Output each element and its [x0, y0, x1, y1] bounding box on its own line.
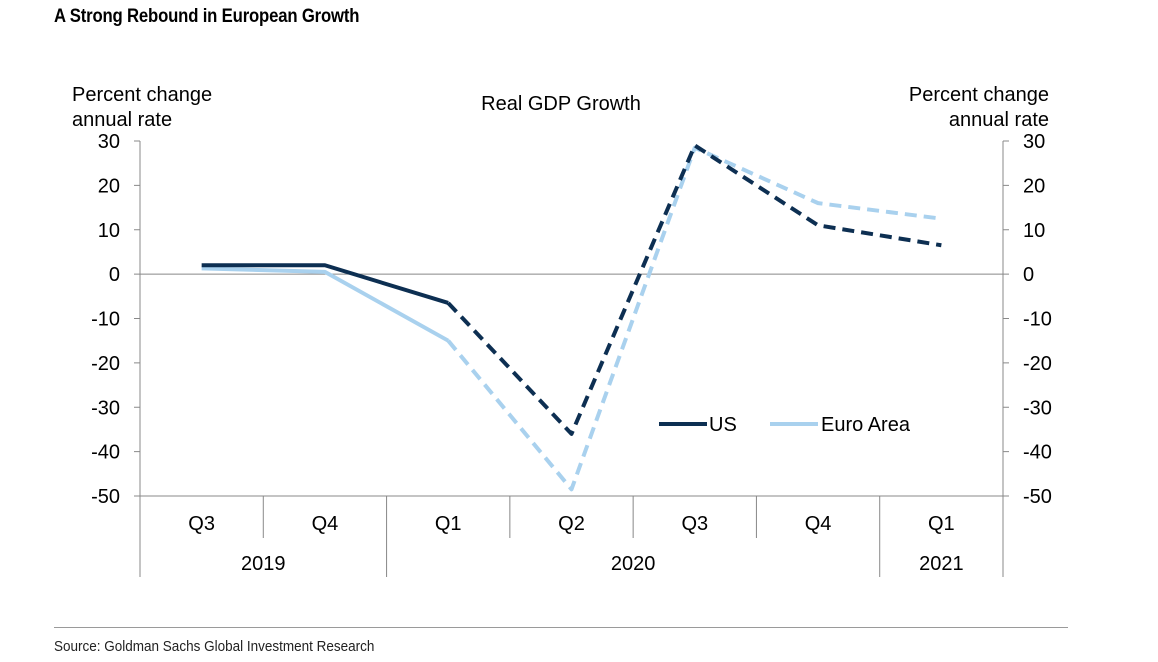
left-y-tick-label: -50: [91, 486, 120, 508]
year-label: 2020: [611, 553, 656, 575]
right-y-tick-label: -50: [1023, 486, 1052, 508]
x-category-label: Q2: [558, 513, 585, 535]
year-label: 2021: [919, 553, 964, 575]
source-note: Source: Goldman Sachs Global Investment …: [54, 638, 375, 655]
right-y-tick-label: -20: [1023, 353, 1052, 375]
left-y-tick-label: -40: [91, 442, 120, 464]
right-y-tick-label: -40: [1023, 442, 1052, 464]
legend-label-us: US: [709, 414, 737, 436]
x-category-label: Q1: [928, 513, 955, 535]
left-y-tick-label: -10: [91, 309, 120, 331]
euro-area-series-actual: [201, 266, 450, 343]
left-y-tick-label: 20: [98, 175, 120, 197]
right-axis-title-line2: annual rate: [949, 109, 1049, 131]
right-y-tick-label: 10: [1023, 220, 1045, 242]
left-y-tick-label: -30: [91, 397, 120, 419]
left-y-tick-label: 10: [98, 220, 120, 242]
left-y-tick-label: 0: [109, 264, 120, 286]
chart-headline: A Strong Rebound in European Growth: [54, 6, 360, 27]
year-label: 2019: [241, 553, 286, 575]
right-y-tick-label: -10: [1023, 309, 1052, 331]
right-y-tick-label: -30: [1023, 397, 1052, 419]
x-category-label: Q3: [681, 513, 708, 535]
x-category-label: Q4: [805, 513, 832, 535]
x-category-label: Q1: [435, 513, 462, 535]
chart-title: Real GDP Growth: [481, 93, 641, 115]
euro-area-series-forecast: [446, 145, 942, 492]
right-y-tick-label: 0: [1023, 264, 1034, 286]
left-y-tick-label: -20: [91, 353, 120, 375]
us-series-forecast: [446, 143, 942, 436]
x-category-label: Q4: [312, 513, 339, 535]
right-y-tick-label: 20: [1023, 175, 1045, 197]
footer-divider: [54, 627, 1068, 628]
us-series-actual: [201, 263, 449, 305]
left-y-tick-label: 30: [98, 131, 120, 153]
legend-label-euro-area: Euro Area: [821, 414, 911, 436]
left-axis-title-line1: Percent change: [72, 84, 212, 106]
right-axis-title-line1: Percent change: [909, 84, 1049, 106]
right-y-tick-label: 30: [1023, 131, 1045, 153]
x-category-label: Q3: [188, 513, 215, 535]
left-axis-title-line2: annual rate: [72, 109, 172, 131]
